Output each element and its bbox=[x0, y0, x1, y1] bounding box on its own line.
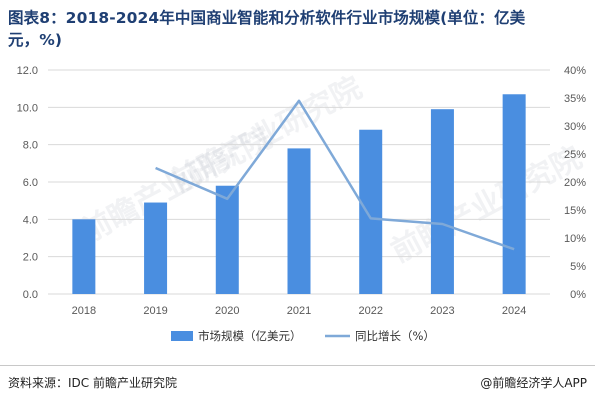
x-tick-label: 2023 bbox=[430, 305, 454, 317]
x-tick-labels: 2018 2019 2020 2021 2022 2023 2024 bbox=[72, 305, 527, 317]
x-tick-label: 2022 bbox=[358, 305, 382, 317]
y-left-tick-label: 0.0 bbox=[23, 289, 38, 301]
bar-2019 bbox=[144, 203, 167, 294]
y-right-tick-labels: 0% 5% 10% 15% 20% 25% 30% 35% 40% bbox=[564, 65, 586, 301]
x-tick-label: 2020 bbox=[215, 305, 239, 317]
bar-series bbox=[72, 94, 525, 294]
chart: 0.0 2.0 4.0 6.0 8.0 10.0 12.0 0% 5% 10% 15% 20% 25%… bbox=[0, 0, 595, 365]
legend-line-label: 同比增长（%） bbox=[355, 329, 435, 343]
source-note: 资料来源：IDC 前瞻产业研究院 bbox=[8, 374, 177, 391]
y-right-tick-label: 20% bbox=[564, 177, 586, 189]
line-series bbox=[155, 101, 514, 250]
x-tick-label: 2024 bbox=[502, 305, 526, 317]
bar-2018 bbox=[72, 219, 95, 294]
y-right-tick-label: 40% bbox=[564, 65, 586, 77]
legend-bar-label: 市场规模（亿美元） bbox=[198, 329, 302, 343]
bar-2022 bbox=[359, 130, 382, 294]
y-right-tick-label: 0% bbox=[570, 289, 586, 301]
y-right-tick-label: 35% bbox=[564, 93, 586, 105]
y-right-tick-label: 5% bbox=[570, 261, 586, 273]
footer: 资料来源：IDC 前瞻产业研究院 @前瞻经济学人APP bbox=[0, 365, 595, 401]
bar-2023 bbox=[431, 109, 454, 294]
y-right-tick-label: 15% bbox=[564, 205, 586, 217]
growth-rate-line bbox=[156, 101, 515, 249]
brand-credit: @前瞻经济学人APP bbox=[480, 374, 587, 391]
bar-2021 bbox=[288, 148, 311, 294]
bar-2024 bbox=[503, 94, 526, 294]
y-right-tick-label: 10% bbox=[564, 233, 586, 245]
y-left-tick-labels: 0.0 2.0 4.0 6.0 8.0 10.0 12.0 bbox=[17, 65, 38, 301]
y-left-tick-label: 4.0 bbox=[23, 214, 38, 226]
y-left-tick-label: 12.0 bbox=[17, 65, 38, 77]
y-left-tick-label: 8.0 bbox=[23, 140, 38, 152]
legend: 市场规模（亿美元） 同比增长（%） bbox=[171, 329, 435, 343]
x-tick-label: 2019 bbox=[143, 305, 167, 317]
bar-2020 bbox=[216, 186, 239, 294]
x-tick-label: 2021 bbox=[287, 305, 311, 317]
x-tick-label: 2018 bbox=[72, 305, 96, 317]
y-right-tick-label: 30% bbox=[564, 121, 586, 133]
y-left-tick-label: 6.0 bbox=[23, 177, 38, 189]
legend-bar-swatch bbox=[171, 331, 193, 341]
y-left-tick-label: 10.0 bbox=[17, 102, 38, 114]
y-right-tick-label: 25% bbox=[564, 149, 586, 161]
y-left-tick-label: 2.0 bbox=[23, 252, 38, 264]
